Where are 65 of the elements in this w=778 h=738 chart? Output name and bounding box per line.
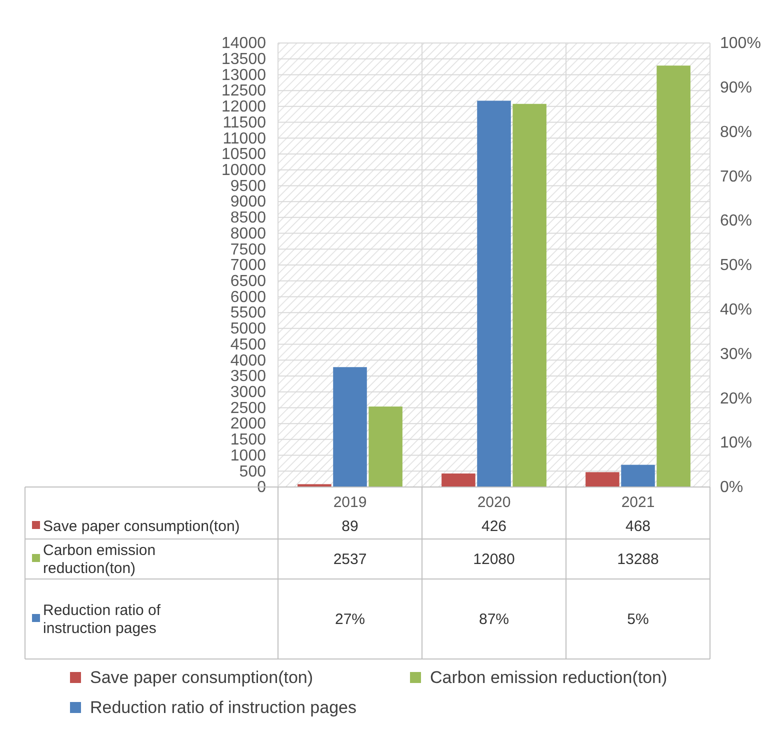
y-tick-label: 9500 <box>230 178 266 195</box>
y-tick-label: 4000 <box>230 352 266 370</box>
y2-tick-label: 20% <box>720 390 752 408</box>
text: Save paper consumption(ton) <box>90 668 314 687</box>
bar <box>656 66 690 487</box>
y2-tick-label: 90% <box>720 80 752 97</box>
y-tick-label: 12500 <box>222 82 266 100</box>
y2-tick-label: 50% <box>720 257 752 274</box>
bar <box>368 406 402 487</box>
y2-tick-label: 40% <box>720 302 752 319</box>
y-tick-label: 3000 <box>230 384 266 401</box>
y-tick-label: 1500 <box>230 432 266 449</box>
y-tick-label: 4500 <box>230 336 266 354</box>
y-tick-label: 14000 <box>222 35 266 52</box>
data-label: 2537 <box>333 551 367 568</box>
y-tick-label: 3500 <box>230 368 266 386</box>
y-tick-label: 7000 <box>230 257 266 274</box>
y-tick-label: 13000 <box>222 66 266 84</box>
y-tick-label: 8500 <box>230 210 266 227</box>
y-tick-label: 7500 <box>230 241 266 258</box>
data-label: 13288 <box>617 551 659 568</box>
y2-tick-label: 60% <box>720 212 752 230</box>
data-label: 426 <box>481 518 507 535</box>
data-label: 89 <box>342 518 358 535</box>
y-tick-label: 12000 <box>222 98 266 116</box>
y2-tick-label: 80% <box>720 124 752 141</box>
y2-tick-label: 100% <box>720 35 761 52</box>
legend-label: Save paper consumption(ton) <box>43 518 240 535</box>
bar <box>333 367 367 487</box>
data-label: 27% <box>334 611 366 628</box>
bar <box>621 464 655 487</box>
x-tick-label: 2020 <box>477 494 511 511</box>
text: Reduction ratio of instruction pages <box>90 698 356 717</box>
y2-tick-label: 70% <box>720 168 752 186</box>
data-label: 12080 <box>473 551 515 568</box>
y-tick-label: 8000 <box>230 225 266 242</box>
y-tick-label: 1000 <box>230 447 266 464</box>
data-label: 468 <box>625 518 651 535</box>
y-tick-label: 9000 <box>230 194 266 211</box>
y2-tick-label: 0% <box>720 479 744 496</box>
y-tick-label: 2000 <box>230 416 266 433</box>
y-tick-label: 11500 <box>222 114 266 132</box>
bar <box>512 104 546 487</box>
y-tick-label: 5500 <box>230 304 266 322</box>
y-tick-label: 6000 <box>230 288 266 306</box>
y-tick-label: 5000 <box>230 320 266 338</box>
text: Carbon emission reduction(ton) <box>43 542 156 577</box>
y-tick-label: 10500 <box>222 146 266 164</box>
data-label: 5% <box>627 611 649 628</box>
x-tick-label: 2021 <box>621 494 655 511</box>
bar <box>477 100 511 487</box>
y-tick-label: 11000 <box>222 130 266 148</box>
bar <box>442 473 476 487</box>
data-label: 87% <box>478 611 510 628</box>
y2-tick-label: 10% <box>720 434 752 452</box>
y-tick-label: 500 <box>239 463 266 480</box>
x-tick-label: 2019 <box>333 494 367 511</box>
y-tick-label: 2500 <box>230 400 266 417</box>
y2-tick-label: 30% <box>720 346 752 363</box>
y-tick-label: 10000 <box>222 162 266 179</box>
y-tick-label: 6500 <box>230 272 266 290</box>
bar <box>586 472 620 487</box>
legend-label: Reduction ratio of instruction pages <box>43 602 162 637</box>
y-tick-label: 13500 <box>222 50 266 68</box>
legend-label: Carbon emission reduction(ton) <box>430 668 668 687</box>
